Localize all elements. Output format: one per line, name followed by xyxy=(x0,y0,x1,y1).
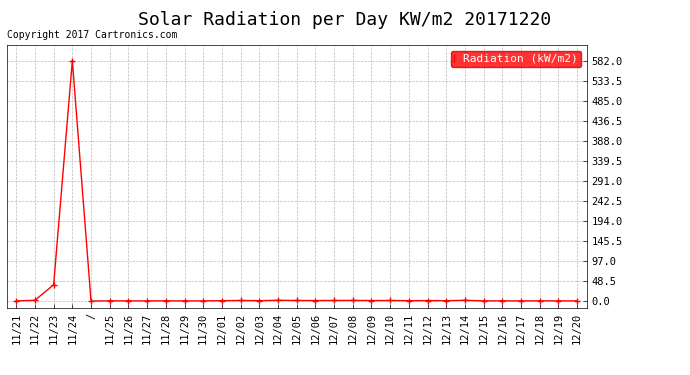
Text: Copyright 2017 Cartronics.com: Copyright 2017 Cartronics.com xyxy=(7,30,177,40)
Text: Solar Radiation per Day KW/m2 20171220: Solar Radiation per Day KW/m2 20171220 xyxy=(139,11,551,29)
Legend: Radiation (kW/m2): Radiation (kW/m2) xyxy=(451,51,581,67)
